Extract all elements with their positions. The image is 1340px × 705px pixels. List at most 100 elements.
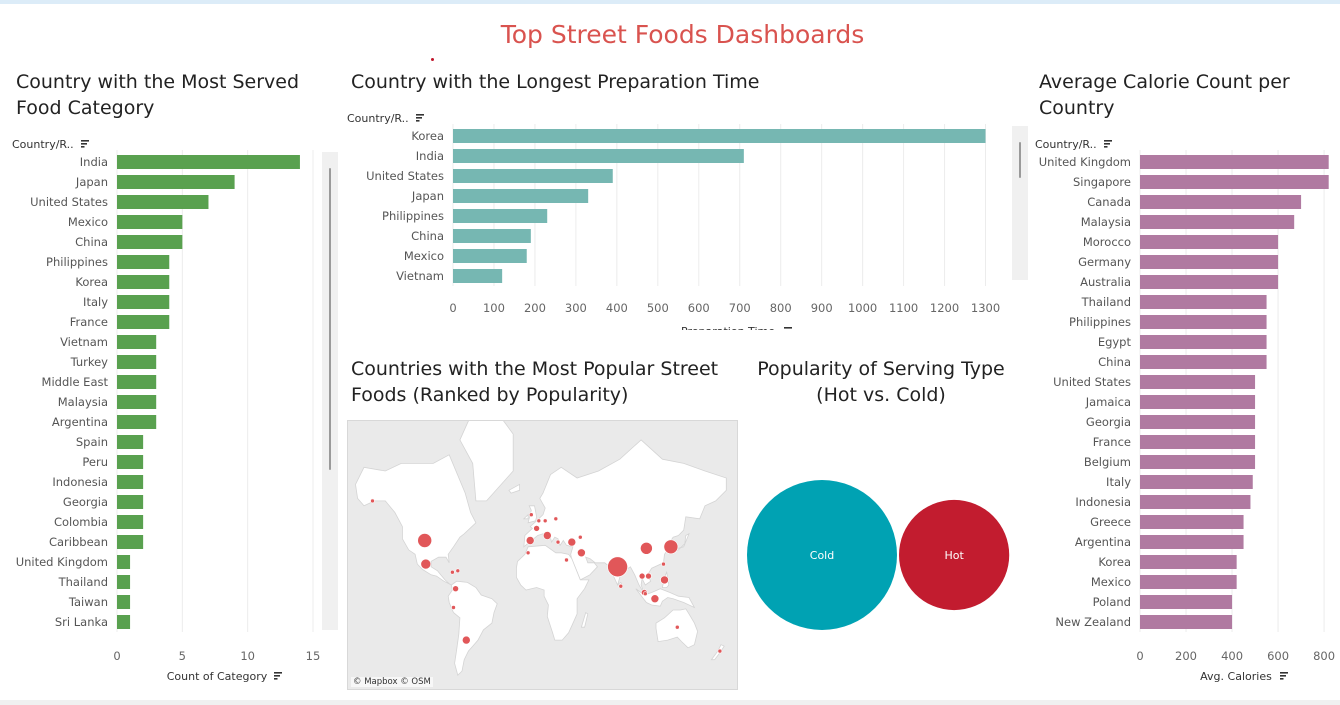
prep-scrollbar-track[interactable]: [1012, 126, 1028, 280]
category-bar[interactable]: [117, 355, 157, 369]
map-point[interactable]: [536, 518, 542, 524]
category-bar[interactable]: [117, 475, 144, 489]
calorie-field-header[interactable]: Country/R..: [1035, 138, 1097, 151]
map-point[interactable]: [525, 550, 531, 556]
map-point[interactable]: [650, 594, 660, 603]
calorie-bar[interactable]: [1140, 335, 1267, 349]
map-point[interactable]: [417, 533, 432, 548]
category-bar[interactable]: [117, 375, 157, 389]
map-point[interactable]: [543, 531, 552, 540]
calorie-bar[interactable]: [1140, 315, 1267, 329]
map-point[interactable]: [420, 558, 432, 570]
map-point[interactable]: [640, 542, 653, 555]
map-point[interactable]: [451, 605, 456, 610]
category-bar[interactable]: [117, 275, 170, 289]
category-bar[interactable]: [117, 535, 144, 549]
calorie-bar[interactable]: [1140, 195, 1302, 209]
calorie-bar[interactable]: [1140, 175, 1329, 189]
calorie-bar[interactable]: [1140, 595, 1233, 609]
prep-field-header[interactable]: Country/R..: [347, 112, 409, 125]
category-bar[interactable]: [117, 495, 144, 509]
calorie-bar[interactable]: [1140, 475, 1253, 489]
calorie-bar[interactable]: [1140, 395, 1256, 409]
map-point[interactable]: [577, 548, 586, 558]
category-field-header[interactable]: Country/R..: [12, 138, 74, 151]
map-point[interactable]: [370, 498, 375, 504]
calorie-bar[interactable]: [1140, 575, 1237, 589]
category-bar[interactable]: [117, 515, 144, 529]
category-bar[interactable]: [117, 295, 170, 309]
map-point[interactable]: [529, 512, 534, 517]
map-point[interactable]: [564, 557, 569, 563]
prep-bar[interactable]: [453, 169, 613, 183]
calorie-bar[interactable]: [1140, 415, 1256, 429]
prep-bar[interactable]: [453, 209, 548, 223]
calorie-bar[interactable]: [1140, 275, 1279, 289]
category-bar[interactable]: [117, 195, 209, 209]
category-bar[interactable]: [117, 235, 183, 249]
category-scrollbar-thumb[interactable]: [329, 168, 331, 470]
map-point[interactable]: [642, 591, 648, 596]
category-bar[interactable]: [117, 255, 170, 269]
category-bar[interactable]: [117, 335, 157, 349]
category-bar[interactable]: [117, 615, 131, 629]
map-point[interactable]: [618, 583, 624, 589]
prep-bar[interactable]: [453, 269, 503, 283]
prep-time-bar-chart[interactable]: Country/R..Korea India United States Japan P…: [340, 105, 1030, 330]
map-point[interactable]: [542, 518, 548, 524]
calorie-bar[interactable]: [1140, 155, 1329, 169]
prep-axis-sort-icon[interactable]: [784, 327, 792, 330]
category-bar[interactable]: [117, 175, 235, 189]
category-bar[interactable]: [117, 575, 131, 589]
calorie-bar[interactable]: [1140, 355, 1267, 369]
prep-bar[interactable]: [453, 229, 531, 243]
map-point[interactable]: [555, 539, 561, 545]
popularity-map[interactable]: © Mapbox © OSM: [347, 420, 738, 690]
calorie-bar[interactable]: [1140, 515, 1244, 529]
category-bar[interactable]: [117, 215, 183, 229]
map-point[interactable]: [525, 536, 535, 545]
calorie-header-sort-icon[interactable]: [1104, 140, 1112, 148]
map-point[interactable]: [553, 516, 559, 522]
category-axis-sort-icon[interactable]: [274, 672, 282, 680]
calorie-bar[interactable]: [1140, 495, 1251, 509]
map-point[interactable]: [450, 569, 455, 575]
serving-bubble-hot[interactable]: [899, 499, 1010, 611]
prep-header-sort-icon[interactable]: [416, 114, 424, 122]
map-point[interactable]: [660, 575, 669, 585]
map-point[interactable]: [452, 585, 459, 592]
calorie-bar[interactable]: [1140, 375, 1256, 389]
map-point[interactable]: [717, 648, 723, 654]
category-bar[interactable]: [117, 595, 131, 609]
calorie-bar[interactable]: [1140, 615, 1233, 629]
map-point[interactable]: [638, 572, 646, 580]
calorie-axis-sort-icon[interactable]: [1280, 672, 1288, 680]
map-point[interactable]: [663, 539, 679, 555]
map-point[interactable]: [607, 556, 628, 578]
map-point[interactable]: [661, 561, 666, 567]
map-point[interactable]: [462, 635, 471, 645]
category-bar-chart[interactable]: Country/R.. India Japan United States Mexico…: [0, 130, 340, 690]
category-bar[interactable]: [117, 155, 300, 169]
serving-type-bubble-chart[interactable]: Cold Hot: [740, 470, 1040, 670]
map-point[interactable]: [567, 537, 577, 547]
category-bar[interactable]: [117, 315, 170, 329]
calorie-bar[interactable]: [1140, 455, 1256, 469]
prep-bar[interactable]: [453, 129, 986, 143]
calorie-bar[interactable]: [1140, 235, 1279, 249]
prep-bar[interactable]: [453, 249, 527, 263]
map-point[interactable]: [645, 572, 652, 580]
category-bar[interactable]: [117, 395, 157, 409]
prep-bar[interactable]: [453, 149, 744, 163]
map-point[interactable]: [533, 525, 540, 532]
category-bar[interactable]: [117, 455, 144, 469]
calorie-bar[interactable]: [1140, 295, 1267, 309]
calorie-bar[interactable]: [1140, 215, 1295, 229]
calorie-bar[interactable]: [1140, 255, 1279, 269]
category-header-sort-icon[interactable]: [81, 140, 89, 148]
category-bar[interactable]: [117, 415, 157, 429]
serving-bubble-cold[interactable]: [747, 480, 897, 630]
map-point[interactable]: [578, 534, 583, 540]
calorie-bar[interactable]: [1140, 435, 1256, 449]
calorie-bar[interactable]: [1140, 555, 1237, 569]
